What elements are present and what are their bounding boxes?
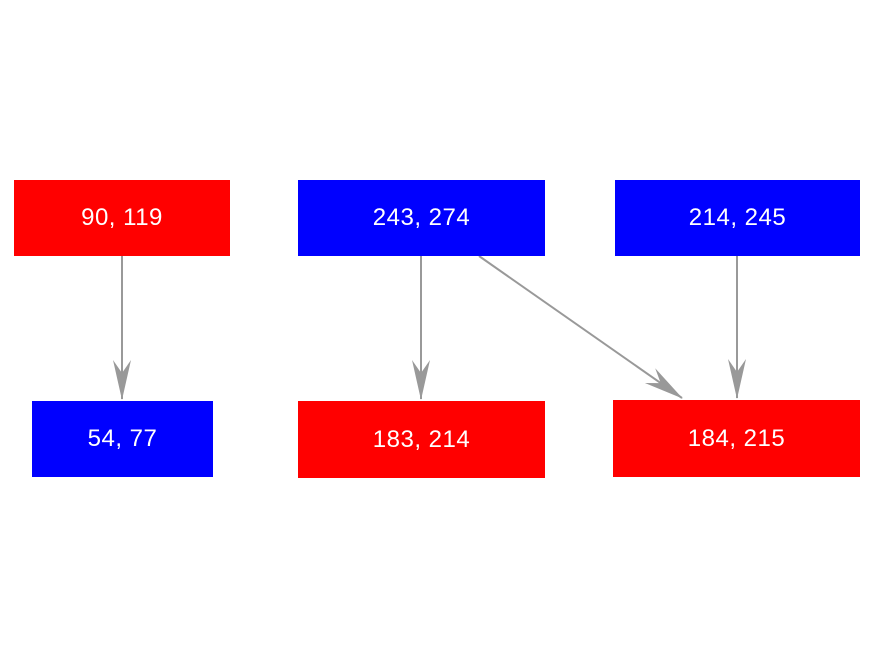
node-label: 243, 274: [372, 204, 471, 231]
node-label: 214, 245: [688, 204, 787, 231]
node-bottom-middle: 183, 214: [298, 401, 545, 478]
node-bottom-left: 54, 77: [32, 401, 213, 477]
node-label: 183, 214: [372, 425, 471, 453]
node-label: 54, 77: [87, 425, 158, 452]
node-bottom-right: 184, 215: [613, 400, 860, 477]
edge-arrow: [478, 255, 683, 399]
node-top-right: 214, 245: [615, 180, 860, 256]
node-top-left: 90, 119: [14, 180, 230, 256]
node-label: 184, 215: [687, 424, 786, 452]
node-top-middle: 243, 274: [298, 180, 545, 256]
node-label: 90, 119: [81, 204, 163, 231]
